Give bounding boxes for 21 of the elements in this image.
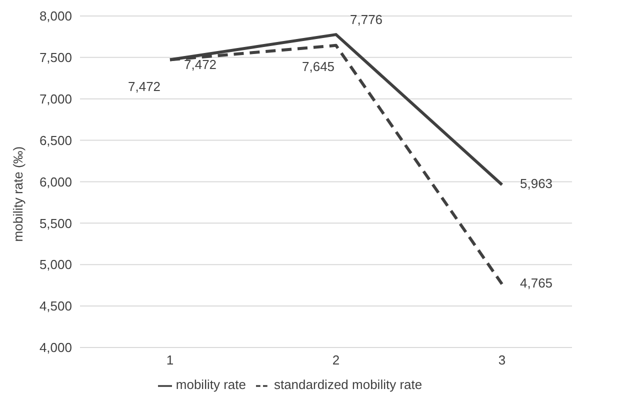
data-label: 5,963 xyxy=(520,176,553,192)
y-tick-label: 5,500 xyxy=(39,216,72,231)
legend-label: mobility rate xyxy=(176,377,246,392)
y-tick-label: 4,000 xyxy=(39,340,72,356)
legend-label: standardized mobility rate xyxy=(274,377,422,392)
y-tick-label: 6,500 xyxy=(39,132,72,148)
y-tick-label: 8,000 xyxy=(39,8,72,24)
y-tick-label: 7,000 xyxy=(39,91,72,106)
y-tick-label: 7,500 xyxy=(39,50,72,66)
x-tick-label: 3 xyxy=(498,352,506,368)
y-tick-label: 6,000 xyxy=(39,174,72,190)
data-label: 4,765 xyxy=(520,275,553,290)
data-label: 7,472 xyxy=(128,79,161,94)
y-tick-label: 4,500 xyxy=(39,298,72,314)
y-axis-title: mobility rate (‰) xyxy=(10,146,26,242)
data-label: 7,776 xyxy=(350,12,383,27)
x-tick-label: 2 xyxy=(332,352,340,368)
x-tick-label: 1 xyxy=(166,352,174,368)
data-label: 7,645 xyxy=(302,58,335,74)
y-tick-label: 5,000 xyxy=(39,257,72,272)
data-label: 7,472 xyxy=(184,57,217,72)
